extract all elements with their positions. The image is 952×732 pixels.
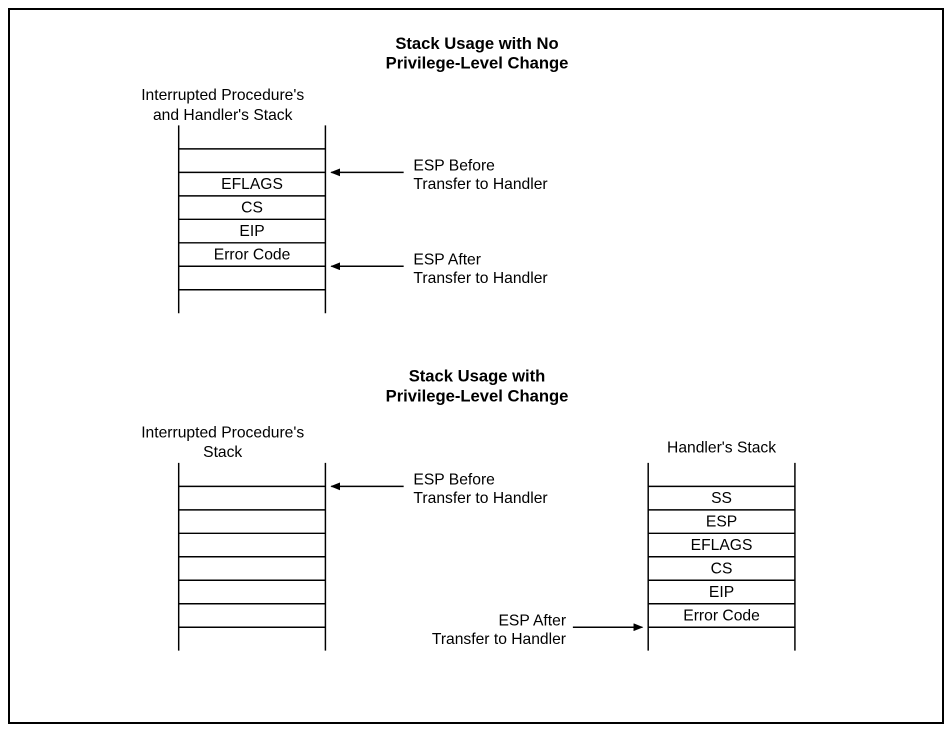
d1-arrow-after-label-2: Transfer to Handler (413, 270, 547, 287)
d1-title-line2: Privilege-Level Change (386, 54, 569, 73)
d2-left-label-1: Interrupted Procedure's (141, 425, 304, 442)
d2-arrow-before-label-2: Transfer to Handler (413, 490, 547, 507)
d1-arrow-before-label-2: Transfer to Handler (413, 176, 547, 193)
d1-title-line1: Stack Usage with No (395, 34, 558, 53)
d2-right-label: Handler's Stack (667, 439, 776, 456)
d2-left-label-2: Stack (203, 444, 242, 461)
d2-title-line2: Privilege-Level Change (386, 386, 569, 405)
d1-stack-label-1: Interrupted Procedure's (141, 87, 304, 104)
stack-cell: EIP (709, 584, 734, 601)
stack-cell: SS (711, 490, 732, 507)
stack-cell: Error Code (214, 247, 290, 264)
d1-stack-label-2: and Handler's Stack (153, 107, 293, 124)
stack-cell: ESP (706, 514, 737, 531)
stack-cell: EFLAGS (691, 537, 753, 554)
d2-arrow-after-label-2: Transfer to Handler (432, 631, 566, 648)
stack-cell: CS (711, 561, 733, 578)
stack-cell: EIP (239, 223, 264, 240)
figure-frame: Stack Usage with No Privilege-Level Chan… (8, 8, 944, 724)
diagram-svg: Stack Usage with No Privilege-Level Chan… (10, 10, 946, 726)
stack-cell: CS (241, 200, 263, 217)
d1-stack: EFLAGS CS EIP Error Code (179, 125, 326, 313)
d2-right-stack: SS ESP EFLAGS CS EIP Error Code (648, 463, 795, 651)
d2-title-line1: Stack Usage with (409, 367, 546, 386)
d2-arrow-after-label-1: ESP After (499, 612, 567, 629)
d2-left-stack (179, 463, 326, 651)
d1-arrow-after-label-1: ESP After (413, 252, 481, 269)
d2-arrow-before-label-1: ESP Before (413, 472, 494, 489)
d1-arrow-before-label-1: ESP Before (413, 158, 494, 175)
stack-cell: EFLAGS (221, 176, 283, 193)
stack-cell: Error Code (683, 608, 760, 625)
